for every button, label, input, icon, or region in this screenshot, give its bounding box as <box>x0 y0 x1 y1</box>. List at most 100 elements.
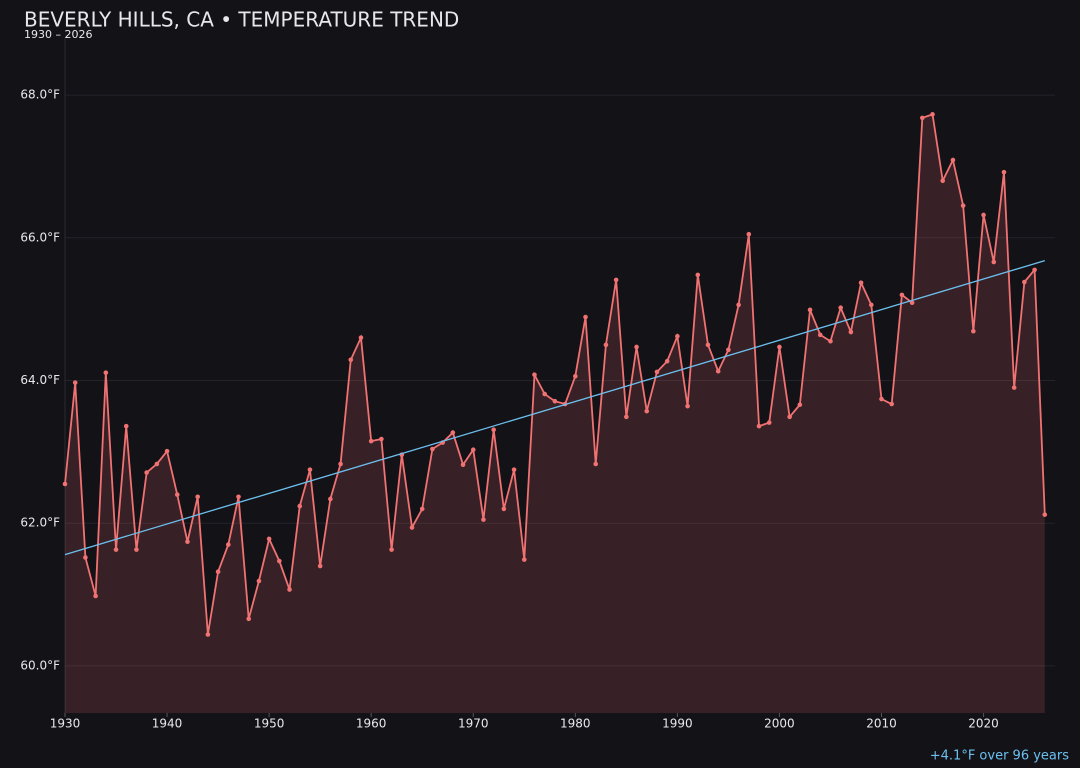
point <box>726 347 731 353</box>
point <box>256 578 262 584</box>
point <box>654 369 660 375</box>
point <box>72 380 78 385</box>
point <box>215 569 221 575</box>
point <box>828 338 833 344</box>
point <box>419 506 425 512</box>
y-tick-label: 60.0°F <box>20 658 60 672</box>
area <box>65 114 1045 713</box>
y-tick-label: 64.0°F <box>20 373 60 387</box>
point <box>593 461 599 467</box>
point <box>532 372 537 378</box>
point <box>756 423 762 429</box>
point <box>297 503 303 509</box>
point <box>123 423 129 429</box>
point <box>695 272 701 278</box>
point <box>277 558 282 564</box>
x-tick-label: 1930 <box>50 717 81 731</box>
point <box>624 414 629 420</box>
point <box>103 370 109 375</box>
point <box>644 408 650 414</box>
point <box>1022 279 1027 285</box>
point <box>909 300 915 306</box>
point <box>940 178 946 184</box>
point <box>1032 267 1037 273</box>
point <box>705 342 711 348</box>
point <box>185 539 190 545</box>
annotation: +4.1°F over 96 years <box>930 749 1069 764</box>
x-tick-label: 2000 <box>764 717 795 731</box>
point <box>613 277 619 283</box>
point <box>430 446 435 452</box>
x-tick-label: 2010 <box>866 717 897 731</box>
point <box>950 157 956 163</box>
point <box>1001 169 1007 175</box>
point <box>287 587 292 592</box>
point <box>981 212 986 218</box>
point <box>817 332 823 338</box>
point <box>470 447 476 453</box>
point <box>317 563 323 569</box>
point <box>328 496 333 502</box>
point <box>787 414 792 420</box>
point <box>481 517 486 522</box>
point <box>746 231 752 237</box>
point <box>348 357 354 363</box>
x-tick-label: 1980 <box>560 717 591 731</box>
point <box>246 616 252 622</box>
point <box>552 398 558 404</box>
point <box>62 481 68 487</box>
trend-line <box>64 259 1045 556</box>
point <box>766 420 772 425</box>
point <box>664 358 670 364</box>
point <box>307 467 313 472</box>
point <box>675 333 680 339</box>
point <box>848 329 854 335</box>
point <box>501 506 507 512</box>
y-tick-label: 66.0°F <box>20 230 60 244</box>
point <box>583 314 588 320</box>
point <box>511 467 517 472</box>
point <box>266 536 272 542</box>
point <box>113 547 119 552</box>
point <box>154 461 160 467</box>
x-tick-label: 2020 <box>968 717 999 731</box>
point <box>338 461 343 467</box>
point <box>93 593 98 599</box>
x-tick-label: 1970 <box>458 717 489 731</box>
point <box>858 280 864 286</box>
point <box>930 112 935 117</box>
point <box>195 494 200 500</box>
point <box>358 335 364 340</box>
point <box>971 328 976 334</box>
point <box>634 344 639 350</box>
point <box>450 430 456 435</box>
point <box>991 259 997 265</box>
point <box>807 307 813 313</box>
point <box>838 305 843 311</box>
point <box>1042 512 1048 517</box>
point <box>164 448 170 454</box>
point <box>777 344 782 350</box>
chart-subtitle: 1930 – 2026 <box>24 28 92 41</box>
point <box>460 462 466 467</box>
point <box>225 542 231 547</box>
point <box>174 492 180 497</box>
y-tick-label: 62.0°F <box>20 516 60 530</box>
point <box>868 302 874 308</box>
x-tick-label: 1950 <box>254 717 285 731</box>
point <box>134 547 139 552</box>
point <box>879 396 884 402</box>
point <box>542 391 547 397</box>
point <box>144 470 149 475</box>
point <box>1011 385 1017 390</box>
x-tick-label: 1940 <box>152 717 183 731</box>
x-tick-label: 1990 <box>662 717 693 731</box>
point <box>899 292 905 298</box>
point <box>409 525 415 530</box>
point <box>521 557 527 562</box>
point <box>389 547 394 552</box>
point <box>685 403 690 409</box>
chart-title: BEVERLY HILLS, CA • TEMPERATURE TREND <box>24 8 459 32</box>
y-tick-label: 68.0°F <box>20 88 60 102</box>
